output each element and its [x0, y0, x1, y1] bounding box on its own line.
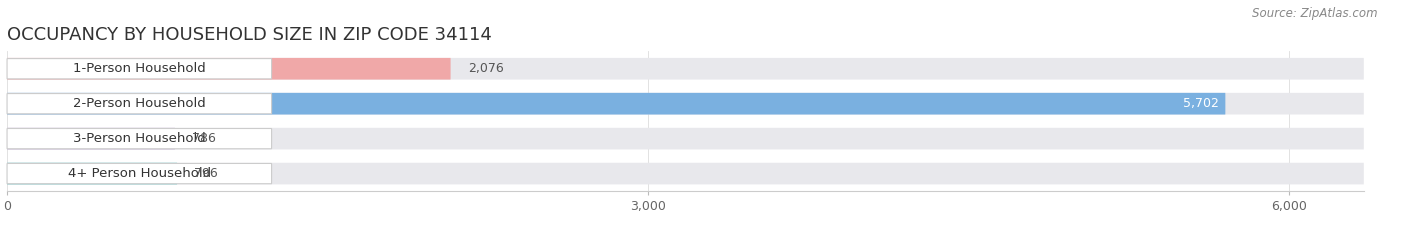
FancyBboxPatch shape: [7, 128, 1364, 150]
Text: 4+ Person Household: 4+ Person Household: [67, 167, 211, 180]
Text: 2-Person Household: 2-Person Household: [73, 97, 205, 110]
FancyBboxPatch shape: [7, 58, 450, 80]
Text: 796: 796: [194, 167, 218, 180]
FancyBboxPatch shape: [7, 128, 174, 150]
FancyBboxPatch shape: [7, 93, 1364, 115]
FancyBboxPatch shape: [7, 129, 271, 149]
FancyBboxPatch shape: [7, 93, 271, 114]
FancyBboxPatch shape: [7, 163, 1364, 185]
Text: 2,076: 2,076: [468, 62, 503, 75]
FancyBboxPatch shape: [7, 59, 271, 79]
Text: Source: ZipAtlas.com: Source: ZipAtlas.com: [1253, 7, 1378, 20]
Text: OCCUPANCY BY HOUSEHOLD SIZE IN ZIP CODE 34114: OCCUPANCY BY HOUSEHOLD SIZE IN ZIP CODE …: [7, 26, 492, 44]
FancyBboxPatch shape: [7, 164, 271, 184]
FancyBboxPatch shape: [7, 163, 177, 185]
Text: 1-Person Household: 1-Person Household: [73, 62, 205, 75]
FancyBboxPatch shape: [7, 58, 1364, 80]
Text: 5,702: 5,702: [1182, 97, 1219, 110]
Text: 786: 786: [193, 132, 217, 145]
FancyBboxPatch shape: [7, 93, 1226, 115]
Text: 3-Person Household: 3-Person Household: [73, 132, 205, 145]
